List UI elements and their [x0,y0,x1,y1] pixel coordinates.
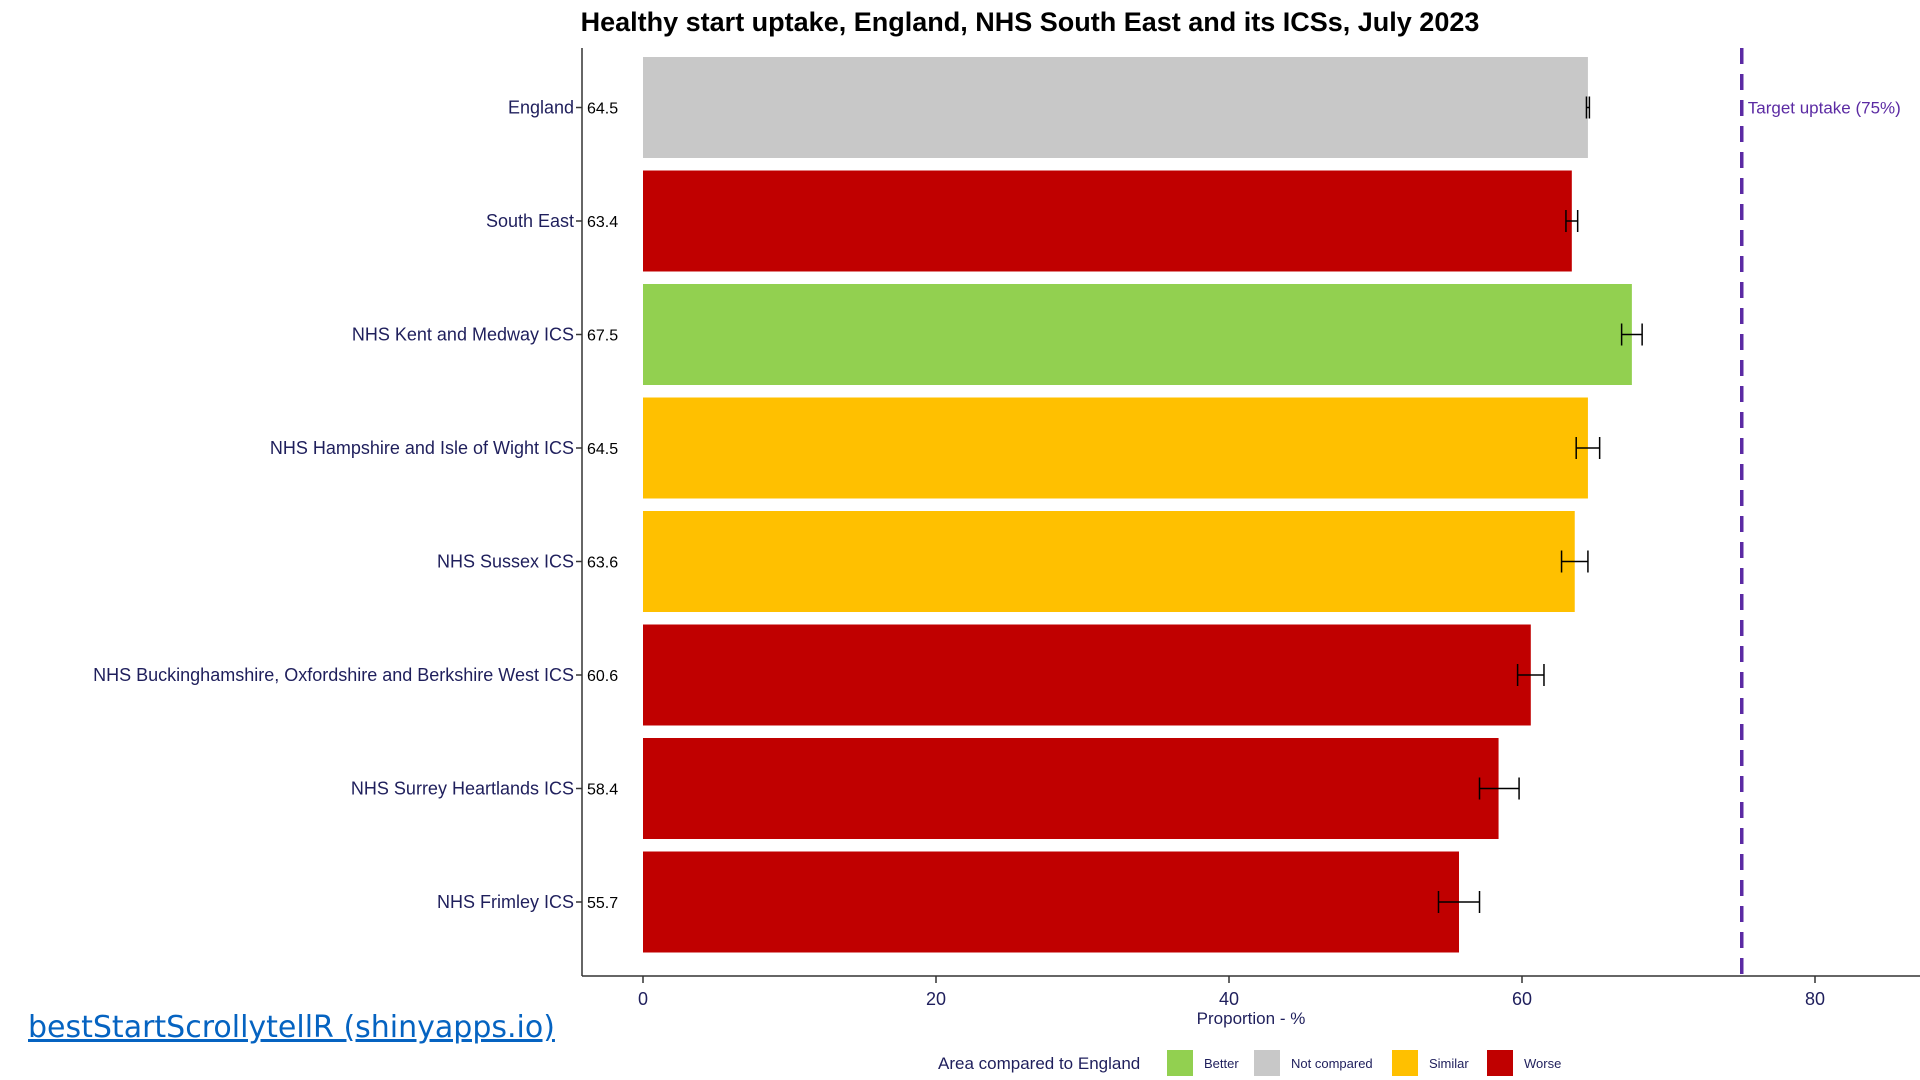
axis-layer: 0 20 40 60 80 [576,48,1920,1009]
bar [643,170,1572,272]
value-label: 55.7 [587,895,618,912]
category-label: NHS Frimley ICS [437,892,574,912]
legend-label: Not compared [1291,1056,1373,1071]
error-bar [1585,96,1591,119]
category-label: NHS Kent and Medway ICS [352,325,574,345]
x-tick-label: 60 [1512,989,1532,1009]
value-label: 58.4 [587,782,618,799]
error-bar [1516,664,1545,686]
x-tick-label: 80 [1805,989,1825,1009]
bars-layer: England 64.5 South East 63.4 NHS Kent and Me… [93,48,1901,976]
legend-label: Better [1204,1056,1239,1071]
legend-swatch [1487,1050,1513,1076]
bar [643,511,1575,612]
bar [643,851,1460,953]
error-bar [1560,550,1589,573]
value-label: 63.4 [587,214,618,231]
bar [643,738,1499,839]
category-label: NHS Hampshire and Isle of Wight ICS [270,438,574,458]
error-bar [1565,210,1579,232]
error-bar [1575,437,1601,459]
category-label: NHS Surrey Heartlands ICS [351,779,574,799]
bar [643,57,1588,158]
category-label: South East [486,211,574,231]
error-bar [1478,777,1520,800]
x-tick-label: 20 [926,989,946,1009]
shinyapps-link[interactable]: bestStartScrollytellR (shinyapps.io) [28,1010,555,1045]
legend-label: Similar [1429,1056,1469,1071]
bar [643,624,1531,726]
value-label: 63.6 [587,555,618,572]
chart-title: Healthy start uptake, England, NHS South… [581,7,1480,37]
x-tick-label: 40 [1219,989,1239,1009]
bar [643,284,1632,385]
legend: Area compared to England Better Not compar… [938,1050,1561,1076]
error-bar [1437,891,1481,913]
value-label: 64.5 [587,101,618,118]
legend-title: Area compared to England [938,1054,1140,1073]
value-label: 60.6 [587,668,618,685]
value-label: 67.5 [587,328,618,345]
value-label: 64.5 [587,441,618,458]
category-label: England [508,98,574,118]
legend-label: Worse [1524,1056,1561,1071]
category-label: NHS Buckinghamshire, Oxfordshire and Ber… [93,665,574,685]
legend-swatch [1167,1050,1193,1076]
legend-swatch [1392,1050,1418,1076]
legend-swatch [1254,1050,1280,1076]
error-bar [1620,323,1643,346]
x-tick-label: 0 [638,989,648,1009]
bar [643,397,1588,499]
target-line-label: Target uptake (75%) [1748,99,1901,118]
x-axis-title: Proportion - % [1197,1009,1306,1028]
category-label: NHS Sussex ICS [437,552,574,572]
